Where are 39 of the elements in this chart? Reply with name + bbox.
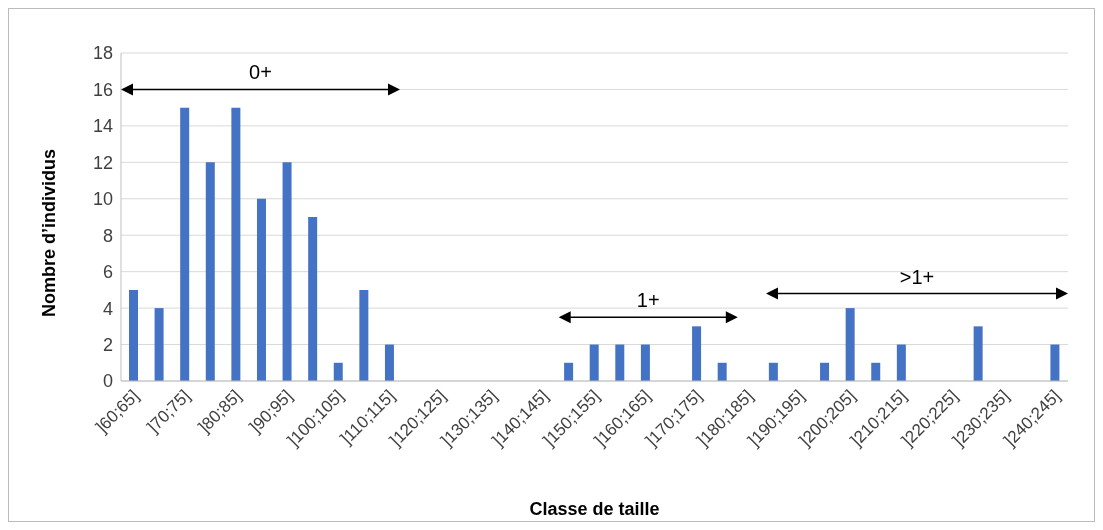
y-tick-label: 10: [92, 189, 113, 210]
bar: [384, 344, 394, 381]
bar: [615, 344, 625, 381]
bar: [845, 308, 855, 381]
bar: [282, 162, 292, 381]
x-axis-title: Classe de taille: [529, 499, 660, 519]
annotation: 1+: [636, 289, 660, 312]
y-tick-label: 16: [92, 79, 113, 100]
bar: [692, 326, 702, 381]
bar: [308, 217, 318, 381]
bar: [205, 162, 215, 381]
bar: [973, 326, 983, 381]
bar: [640, 344, 650, 381]
bar: [359, 289, 369, 381]
annotation: 0+: [249, 61, 272, 84]
bar: [1050, 344, 1060, 381]
bar: [180, 107, 190, 381]
y-tick-label: 18: [92, 43, 113, 64]
bar: [717, 362, 727, 381]
annotation: >1+: [899, 265, 935, 288]
y-axis-title: Nombre d’individus: [39, 148, 60, 317]
bar: [256, 198, 266, 381]
y-tick-label: 2: [102, 334, 113, 355]
y-tick-label: 0: [102, 371, 113, 392]
bar: [768, 362, 778, 381]
bar: [820, 362, 830, 381]
bar: [896, 344, 906, 381]
y-tick-label: 6: [102, 262, 113, 283]
bar: [871, 362, 881, 381]
y-tick-label: 12: [92, 152, 113, 173]
bar: [231, 107, 241, 381]
y-tick-label: 14: [92, 116, 113, 137]
y-tick-label: 4: [102, 298, 113, 319]
bar: [129, 289, 138, 381]
bar: [154, 308, 164, 381]
bar: [333, 362, 343, 381]
y-tick-label: 8: [102, 225, 113, 246]
bar: [564, 362, 574, 381]
bar: [589, 344, 599, 381]
